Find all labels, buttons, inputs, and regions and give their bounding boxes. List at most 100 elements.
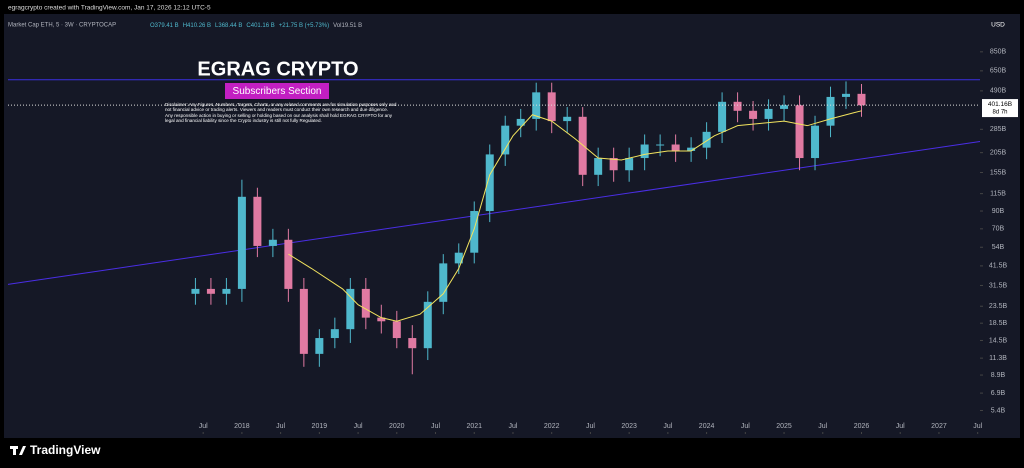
candle-body	[470, 211, 479, 253]
candle-body	[439, 263, 448, 302]
candle-body	[609, 158, 618, 171]
badge: Subscribers Section	[233, 86, 322, 97]
ohlc-value: Vol19.51 B	[333, 23, 362, 29]
candle-body	[857, 93, 866, 106]
last-price-box	[982, 99, 1018, 118]
x-tick-label: 2027	[931, 423, 947, 430]
trend-line	[7, 140, 981, 285]
candle-body	[454, 252, 463, 264]
y-tick-label: 650B	[990, 68, 1007, 75]
candle-body	[237, 196, 246, 289]
candle-body	[392, 321, 401, 339]
candle-body	[377, 317, 386, 322]
y-tick-label: 11.3B	[989, 355, 1007, 362]
candle-body	[578, 116, 587, 175]
chart-panel	[4, 14, 1020, 438]
brand: TradingView	[30, 443, 101, 457]
candle-body	[361, 288, 370, 318]
x-tick-label: Jul	[276, 423, 285, 430]
y-tick-label: 155B	[990, 169, 1007, 176]
x-tick-label: Jul	[663, 423, 672, 430]
x-tick-label: 2018	[234, 423, 250, 430]
x-tick-label: Jul	[508, 423, 517, 430]
candle-body	[826, 96, 835, 126]
candle-body	[299, 288, 308, 354]
moving-average	[288, 110, 862, 322]
y-tick-label: 14.5B	[989, 337, 1008, 344]
x-tick-label: 2023	[621, 423, 637, 430]
y-tick-label: 54B	[992, 244, 1005, 251]
badge-box	[225, 83, 329, 99]
y-tick-label: 90B	[992, 208, 1005, 215]
candle-body	[563, 116, 572, 122]
symbol: Market Cap ETH, 5 · 3W · CRYPTOCAP	[8, 23, 116, 29]
candle-body	[191, 288, 200, 294]
candle-body	[485, 154, 494, 212]
x-tick-label: Jul	[973, 423, 982, 430]
ohlc-value: C401.16 B	[246, 23, 274, 29]
candle-body	[687, 147, 696, 151]
candle-body	[222, 288, 231, 294]
y-tick-label: 6.9B	[991, 390, 1006, 397]
countdown: 8d 7h	[992, 110, 1007, 116]
y-tick-label: 490B	[990, 88, 1007, 95]
candle-body	[253, 196, 262, 246]
candle-body	[718, 101, 727, 132]
candle-body	[516, 118, 525, 126]
candle-body	[346, 288, 355, 330]
x-tick-label: Jul	[199, 423, 208, 430]
x-tick-label: Jul	[741, 423, 750, 430]
y-tick-label: 8.9B	[991, 372, 1006, 379]
x-tick-label: Jul	[586, 423, 595, 430]
candle-body	[702, 131, 711, 148]
candle-body	[795, 105, 804, 159]
y-tick-label: 23.5B	[989, 303, 1008, 310]
y-tick-label: 31.5B	[989, 282, 1008, 289]
y-tick-label: 115B	[990, 190, 1006, 197]
disclaimer: Disclaimer: Any Figures, Numbers, Target…	[165, 102, 397, 123]
candle-body	[764, 108, 773, 119]
annotation-title: EGRAG CRYPTO	[197, 58, 358, 80]
ohlc: O379.41 B H410.26 B L368.44 B C401.16 B +21.…	[150, 23, 362, 29]
candle-body	[733, 101, 742, 111]
x-tick-label: 2024	[699, 423, 715, 430]
y-tick-label: 41.5B	[989, 263, 1008, 270]
y-tick-label: 205B	[990, 150, 1007, 157]
x-tick-label: 2021	[466, 423, 482, 430]
y-tick-label: 5.4B	[991, 407, 1006, 414]
x-tick-label: Jul	[431, 423, 440, 430]
x-tick-label: 2020	[389, 423, 405, 430]
candle-body	[780, 105, 789, 109]
candle-body	[749, 110, 758, 119]
brand-logo	[10, 446, 26, 455]
candle-body	[656, 144, 665, 146]
currency: USD	[991, 22, 1005, 29]
candle-body	[501, 125, 510, 155]
y-tick-label: 70B	[992, 226, 1005, 233]
candle-body	[594, 158, 603, 175]
candle-body	[315, 338, 324, 354]
ohlc-value: H410.26 B	[183, 23, 211, 29]
x-tick-label: 2026	[854, 423, 870, 430]
last-price: 401.16B	[988, 101, 1012, 108]
author-line: egragcrypto created with TradingView.com…	[8, 5, 211, 12]
candle-body	[268, 239, 277, 246]
x-tick-label: 2025	[776, 423, 792, 430]
candle-body	[284, 239, 293, 289]
y-tick-label: 18.5B	[989, 320, 1008, 327]
y-tick-label: 285B	[990, 126, 1007, 133]
candle-body	[625, 158, 634, 171]
candle-body	[330, 329, 339, 339]
ohlc-value: +21.75 B (+5.73%)	[279, 23, 329, 29]
candle-body	[671, 144, 680, 151]
candle-body	[423, 301, 432, 349]
ohlc-value: O379.41 B	[150, 23, 179, 29]
y-tick-label: 850B	[990, 49, 1007, 56]
ohlc-value: L368.44 B	[215, 23, 242, 29]
candle-body	[408, 338, 417, 349]
x-tick-label: 2022	[544, 423, 560, 430]
candle-body	[547, 92, 556, 122]
candle-body	[206, 288, 215, 294]
